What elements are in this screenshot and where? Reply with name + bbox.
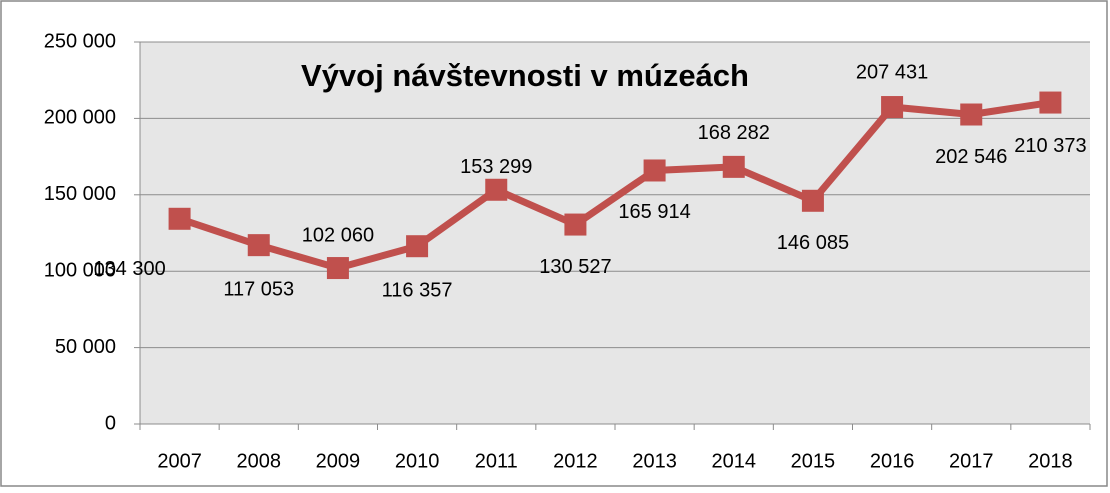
- marker: [643, 159, 666, 182]
- x-tick-label: 2017: [949, 450, 994, 472]
- data-label: 116 357: [382, 279, 453, 301]
- marker: [485, 178, 508, 201]
- x-tick-label: 2016: [870, 450, 915, 472]
- data-label: 130 527: [539, 256, 611, 278]
- x-tick-label: 2007: [157, 450, 202, 472]
- x-tick-label: 2010: [395, 450, 440, 472]
- x-tick-label: 2015: [791, 450, 836, 472]
- marker: [801, 189, 824, 212]
- x-tick-label: 2018: [1028, 450, 1073, 472]
- plot-area: [140, 42, 1090, 424]
- y-tick-label: 100 000: [44, 259, 116, 281]
- x-tick-label: 2009: [316, 450, 361, 472]
- y-tick-label: 0: [105, 412, 116, 434]
- data-label: 146 085: [777, 232, 849, 254]
- data-label: 165 914: [618, 201, 690, 223]
- marker: [406, 235, 429, 258]
- y-tick-label: 250 000: [44, 30, 116, 52]
- data-label: 102 060: [302, 224, 374, 246]
- line: [178, 99, 1051, 272]
- y-tick-label: 200 000: [44, 107, 116, 129]
- data-label: 202 546: [935, 146, 1007, 168]
- marker: [960, 103, 983, 126]
- marker: [881, 96, 904, 119]
- x-tick-label: 2012: [553, 450, 598, 472]
- marker: [722, 155, 745, 178]
- y-tick-label: 50 000: [55, 336, 116, 358]
- y-tick-label: 150 000: [44, 183, 116, 205]
- data-label: 210 373: [1014, 135, 1086, 157]
- data-label: 117 053: [223, 278, 294, 300]
- x-tick-label: 2008: [237, 450, 282, 472]
- x-tick-label: 2011: [475, 450, 518, 472]
- marker: [326, 257, 349, 280]
- data-label: 153 299: [460, 156, 532, 178]
- chart-title: Vývoj návštevnosti v múzeách: [301, 58, 749, 93]
- marker: [168, 207, 191, 230]
- marker: [1039, 91, 1062, 114]
- data-label: 134 300: [93, 258, 165, 280]
- x-tick-label: 2013: [632, 450, 677, 472]
- marker: [247, 234, 270, 257]
- x-tick-label: 2014: [712, 450, 757, 472]
- marker: [564, 213, 587, 236]
- data-label: 168 282: [698, 122, 770, 144]
- data-label: 207 431: [856, 61, 928, 83]
